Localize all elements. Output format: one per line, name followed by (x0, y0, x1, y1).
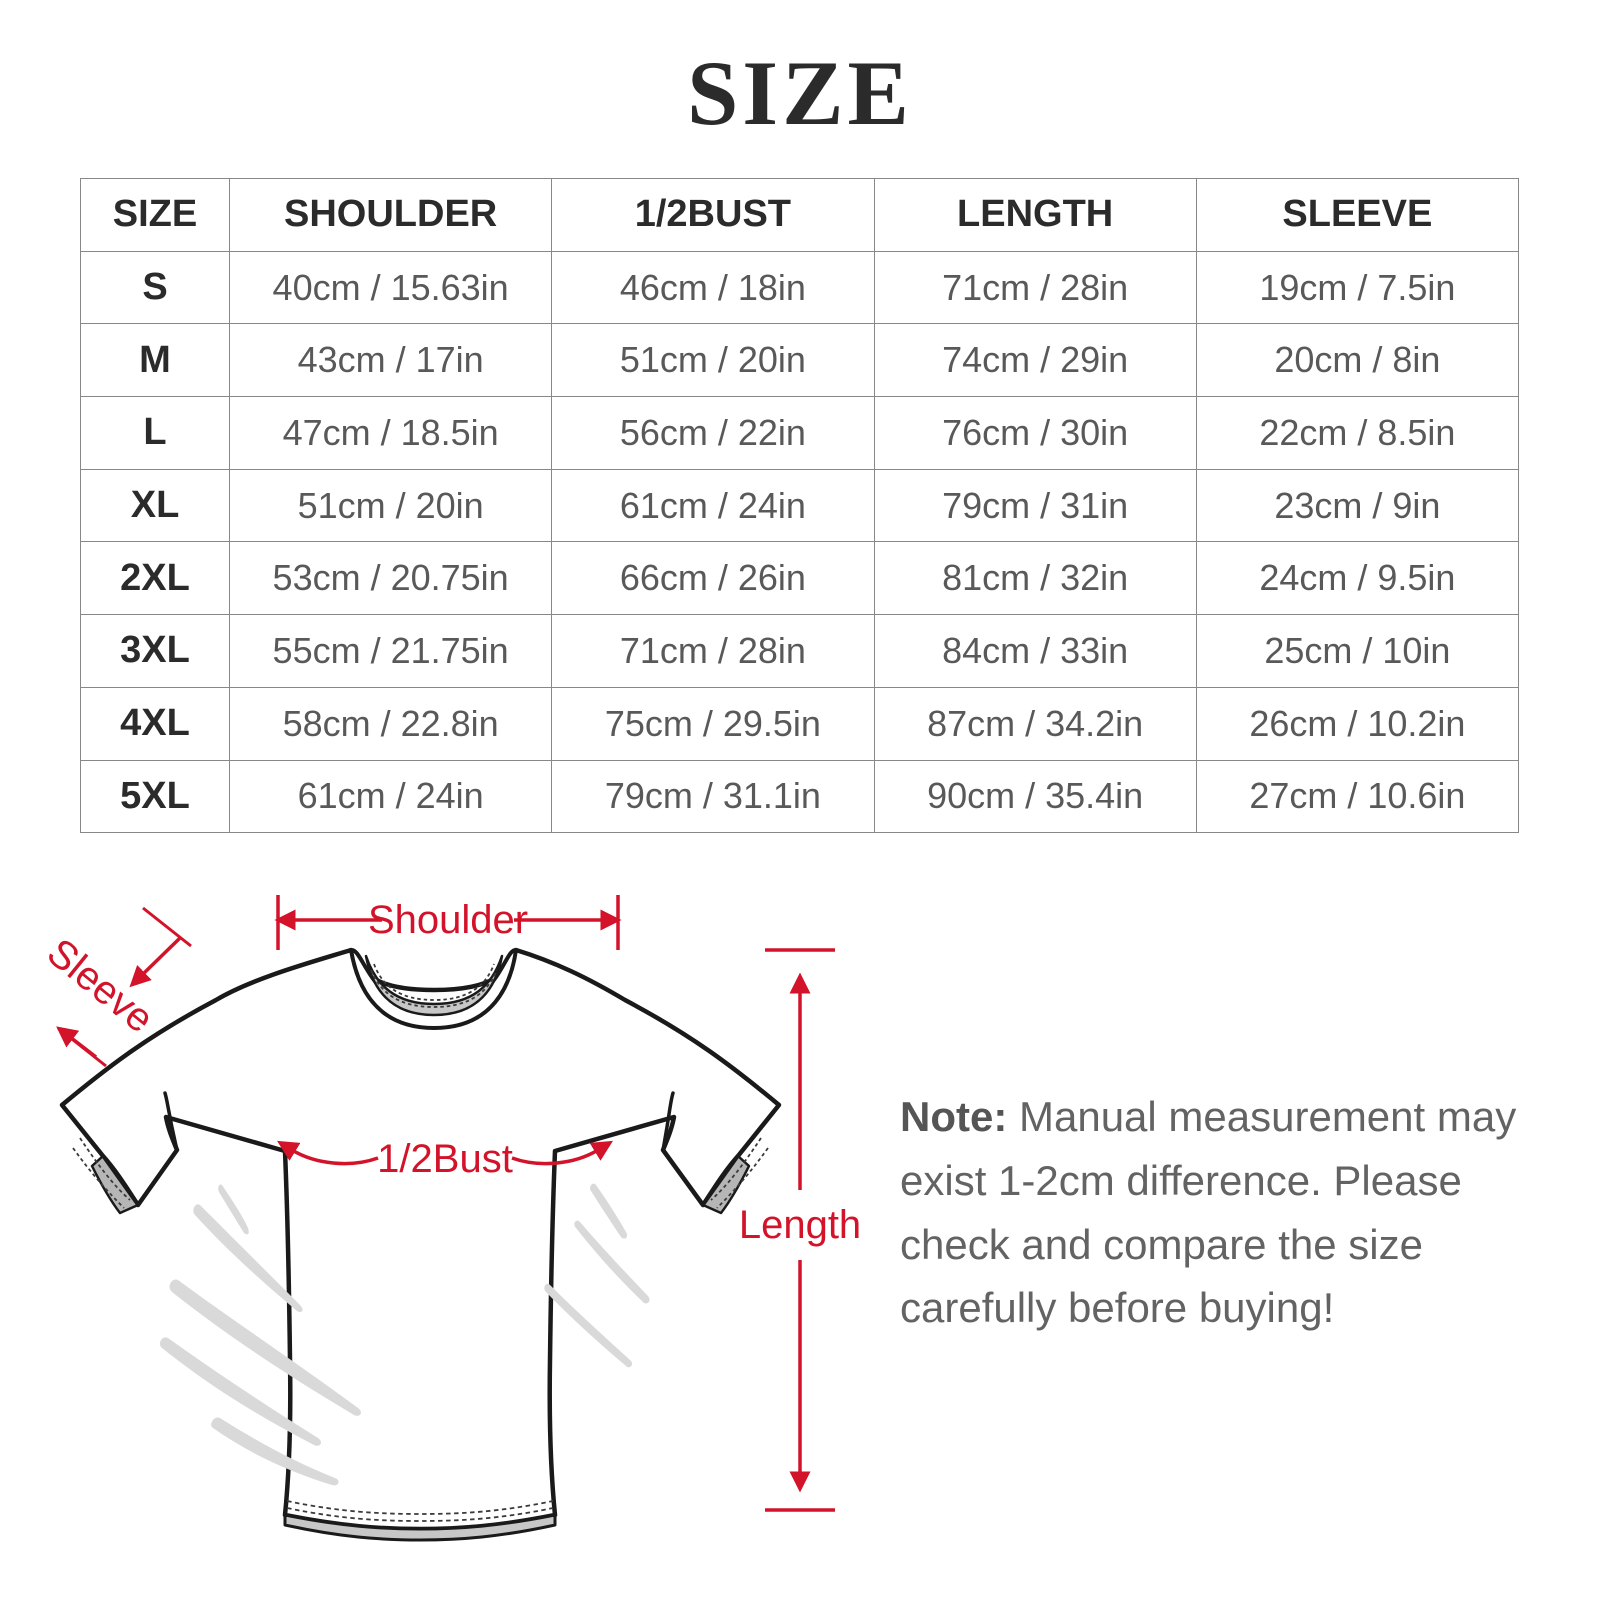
svg-text:1/2Bust: 1/2Bust (377, 1137, 513, 1181)
svg-text:Length: Length (739, 1203, 861, 1247)
svg-text:Sleeve: Sleeve (39, 930, 162, 1041)
svg-text:Shoulder: Shoulder (368, 898, 528, 942)
